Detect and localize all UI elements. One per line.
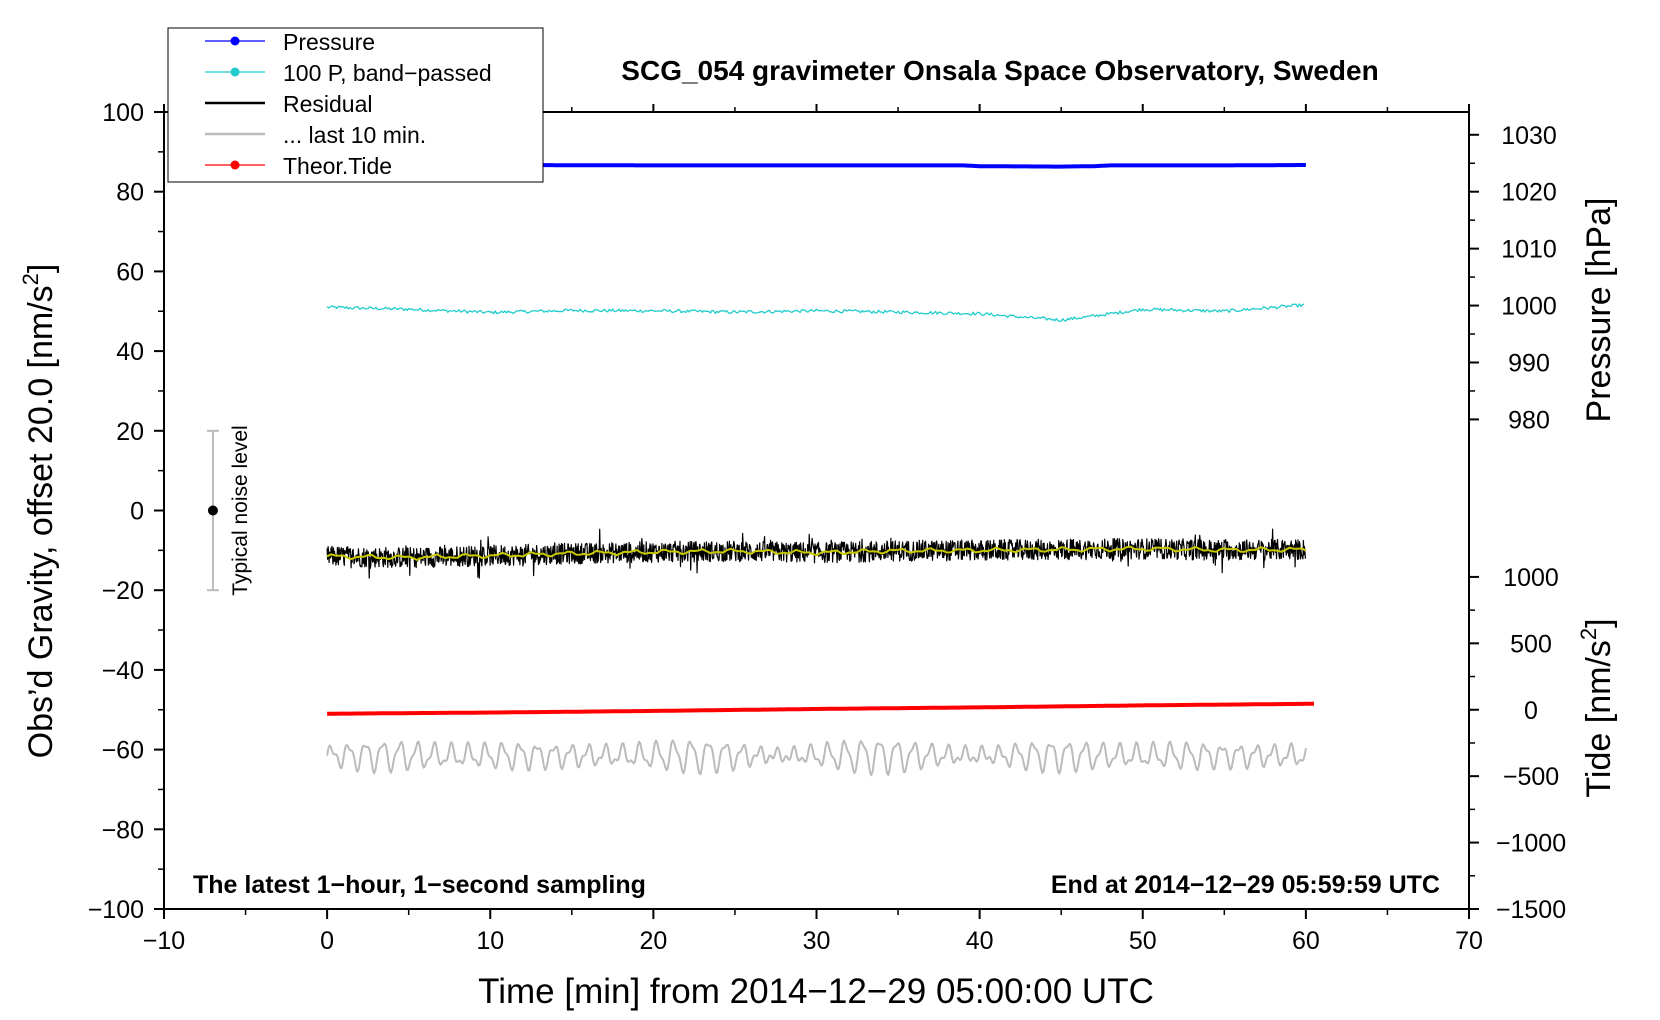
chart-title: SCG_054 gravimeter Onsala Space Observat… bbox=[621, 55, 1378, 86]
pressure-tick-label-5: 980 bbox=[1508, 406, 1550, 434]
legend-box bbox=[167, 27, 544, 183]
series-line-100-p-band-passed bbox=[326, 303, 1305, 322]
series-layer bbox=[326, 163, 1314, 777]
tide-tick-label-5: −1500 bbox=[1496, 896, 1566, 924]
y-axis-tide-label: Tide [nm/s2] bbox=[1576, 618, 1618, 797]
legend-label-pressure: Pressure bbox=[283, 29, 375, 55]
pressure-tick-label-4: 990 bbox=[1508, 349, 1550, 377]
y-tick-label-0: 100 bbox=[102, 99, 144, 127]
legend-label-residual: Residual bbox=[283, 91, 373, 117]
y-tick-label-2: 60 bbox=[116, 258, 144, 286]
y-axis-tide: 1000 500 0 −500 −1000 −1500 bbox=[1469, 564, 1566, 924]
tide-tick-label-2: 0 bbox=[1524, 697, 1538, 725]
x-axis: −10 0 10 20 30 40 50 60 70 bbox=[143, 104, 1483, 955]
y-axis-pressure: 1030 1020 1010 1000 990 980 bbox=[1469, 122, 1557, 434]
legend: Pressure 100 P, band−passed Residual ... la… bbox=[167, 27, 544, 183]
x-tick-label-4: 30 bbox=[803, 927, 831, 955]
x-tick-label-0: −10 bbox=[143, 927, 185, 955]
legend-marker-theor-tide bbox=[230, 160, 240, 170]
annotation-sampling: The latest 1−hour, 1−second sampling bbox=[193, 871, 646, 899]
y-tick-label-10: −100 bbox=[88, 896, 144, 924]
pressure-tick-label-1: 1020 bbox=[1501, 179, 1557, 207]
pressure-tick-label-3: 1000 bbox=[1501, 293, 1557, 321]
series-line-last-10-min bbox=[326, 739, 1307, 777]
series-line-residual bbox=[326, 528, 1306, 579]
y-axis-left-label: Obs’d Gravity, offset 20.0 [nm/s2] bbox=[18, 264, 60, 759]
y-tick-label-6: −20 bbox=[102, 577, 144, 605]
legend-marker-pressure bbox=[230, 36, 240, 46]
plot-frame bbox=[163, 111, 1470, 910]
x-tick-label-6: 50 bbox=[1129, 927, 1157, 955]
x-tick-label-1: 0 bbox=[320, 927, 334, 955]
x-tick-label-7: 60 bbox=[1292, 927, 1320, 955]
noise-level-bar: Typical noise level bbox=[206, 425, 252, 596]
series-line-theor-tide bbox=[327, 701, 1314, 716]
y-tick-label-5: 0 bbox=[130, 498, 144, 526]
legend-label-theor-tide: Theor.Tide bbox=[283, 153, 392, 179]
annotation-end-time: End at 2014−12−29 05:59:59 UTC bbox=[1051, 871, 1440, 899]
x-tick-label-2: 10 bbox=[476, 927, 504, 955]
y-tick-label-3: 40 bbox=[116, 338, 144, 366]
y-tick-label-1: 80 bbox=[116, 179, 144, 207]
tide-tick-label-3: −500 bbox=[1503, 763, 1559, 791]
y-tick-label-4: 20 bbox=[116, 418, 144, 446]
tide-tick-label-1: 500 bbox=[1510, 630, 1552, 658]
x-tick-label-5: 40 bbox=[966, 927, 994, 955]
tide-tick-label-0: 1000 bbox=[1503, 564, 1559, 592]
noise-bar-label: Typical noise level bbox=[229, 425, 252, 595]
x-tick-label-3: 20 bbox=[639, 927, 667, 955]
pressure-tick-label-2: 1010 bbox=[1501, 236, 1557, 264]
x-axis-label: Time [min] from 2014−12−29 05:00:00 UTC bbox=[478, 972, 1154, 1011]
pressure-tick-label-0: 1030 bbox=[1501, 122, 1557, 150]
tide-tick-label-4: −1000 bbox=[1496, 830, 1566, 858]
legend-label-last-10-min: ... last 10 min. bbox=[283, 122, 426, 148]
legend-marker-100-p-band-passed bbox=[230, 67, 240, 77]
series-line-residual-smoothed bbox=[326, 545, 1307, 561]
y-tick-label-8: −60 bbox=[102, 737, 144, 765]
x-tick-label-8: 70 bbox=[1455, 927, 1483, 955]
y-axis-left: 100 80 60 40 20 0 −20 −40 −60 −80 −100 bbox=[88, 99, 164, 924]
noise-bar-center-dot bbox=[207, 505, 218, 516]
y-axis-pressure-label: Pressure [hPa] bbox=[1580, 198, 1618, 423]
y-tick-label-7: −40 bbox=[102, 657, 144, 685]
y-tick-label-9: −80 bbox=[102, 816, 144, 844]
legend-label-100-p-band-passed: 100 P, band−passed bbox=[283, 60, 492, 86]
